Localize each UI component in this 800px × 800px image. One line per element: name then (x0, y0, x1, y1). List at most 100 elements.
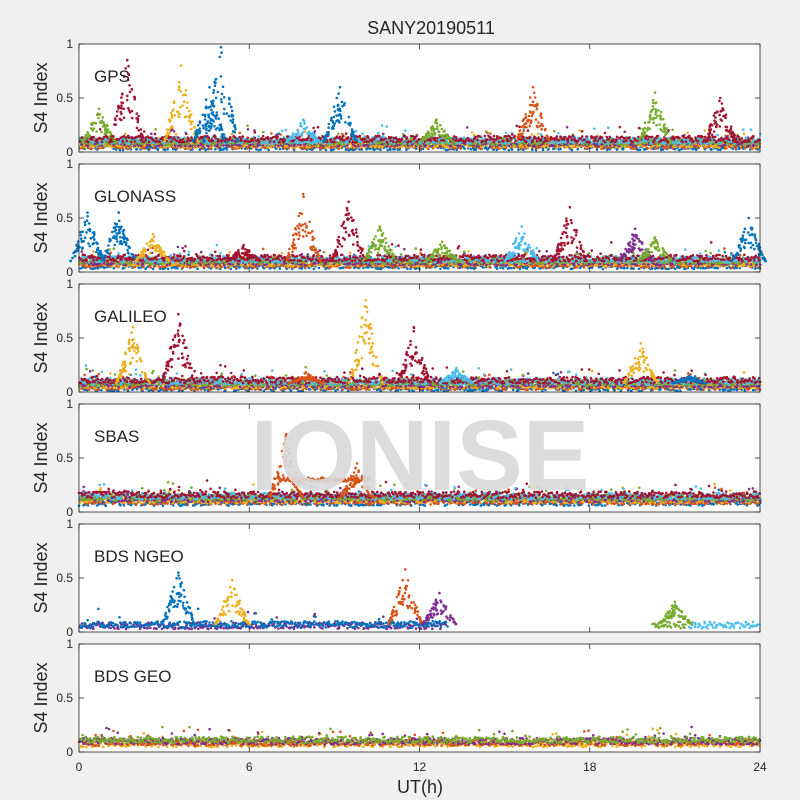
burst-point (165, 128, 169, 131)
data-point (279, 133, 283, 136)
burst-point (136, 117, 140, 120)
data-point (147, 140, 151, 144)
data-point (143, 147, 146, 150)
data-point (543, 136, 547, 140)
burst-point (532, 91, 536, 95)
burst-point (142, 140, 146, 144)
data-point (414, 136, 417, 140)
burst-point (122, 107, 125, 111)
data-point (540, 135, 544, 138)
burst-point (201, 124, 205, 127)
data-point (642, 137, 645, 141)
data-point (207, 136, 211, 139)
burst-point (97, 116, 100, 120)
burst-point (91, 121, 94, 125)
data-point (742, 128, 745, 131)
data-point (311, 141, 315, 145)
burst-point (222, 137, 225, 140)
data-point (257, 138, 260, 141)
burst-point (440, 127, 444, 131)
data-point (316, 125, 320, 129)
data-point (748, 140, 751, 143)
burst-point (173, 113, 176, 117)
burst-point (212, 89, 216, 92)
data-point (429, 139, 433, 143)
data-point (685, 145, 688, 149)
data-point (96, 147, 100, 150)
burst-point (335, 96, 339, 100)
data-point (711, 135, 715, 139)
data-point (446, 145, 449, 148)
data-point (137, 140, 141, 144)
data-point (405, 137, 408, 140)
data-point (535, 139, 539, 143)
burst-point (170, 114, 174, 117)
data-point (556, 146, 559, 149)
burst-point (353, 136, 357, 139)
data-point (605, 135, 609, 139)
data-point (451, 143, 454, 146)
burst-point (425, 133, 429, 137)
data-point (325, 140, 329, 144)
burst-point (431, 134, 434, 138)
burst-point (311, 136, 315, 139)
data-point (337, 132, 340, 136)
data-point (555, 141, 559, 145)
data-point (559, 147, 562, 151)
burst-point (222, 133, 226, 136)
burst-point (303, 122, 306, 125)
data-point (268, 140, 272, 143)
burst-point (189, 127, 193, 131)
data-point (121, 139, 124, 143)
data-point (607, 142, 610, 145)
burst-point (190, 123, 193, 126)
data-point (597, 142, 601, 145)
burst-point (427, 131, 430, 134)
burst-point (88, 134, 92, 137)
data-point (158, 140, 161, 143)
data-point (278, 147, 282, 151)
data-point (484, 130, 488, 133)
data-point (599, 145, 603, 149)
burst-point (91, 129, 94, 132)
data-point (555, 135, 559, 138)
data-point (454, 135, 458, 139)
data-point (752, 135, 755, 138)
burst-point (219, 75, 223, 78)
data-point (745, 144, 749, 148)
burst-point (135, 126, 139, 130)
data-point (213, 142, 216, 146)
data-point (531, 139, 535, 142)
data-point (86, 144, 90, 147)
burst-point (207, 115, 211, 119)
data-point (398, 146, 402, 150)
data-point (743, 146, 747, 149)
data-point (709, 142, 713, 145)
data-point (492, 140, 496, 143)
data-point (489, 132, 492, 135)
data-point (385, 125, 389, 128)
data-point (183, 140, 186, 144)
data-point (481, 145, 484, 148)
data-point (473, 133, 476, 137)
burst-point (518, 129, 521, 133)
data-point (105, 143, 109, 146)
burst-point (524, 116, 527, 119)
data-point (703, 129, 707, 132)
burst-point (525, 126, 528, 129)
data-point (509, 138, 513, 141)
data-point (276, 135, 280, 138)
data-point (142, 130, 146, 133)
burst-point (106, 128, 110, 131)
burst-point (297, 131, 300, 135)
burst-point (103, 129, 107, 132)
data-point (100, 140, 104, 144)
burst-point (338, 107, 342, 110)
burst-point (524, 113, 527, 116)
data-point (358, 134, 362, 138)
burst-point (169, 119, 172, 122)
data-point (257, 141, 261, 144)
data-point (292, 144, 296, 148)
burst-peak (435, 118, 438, 121)
burst-point (313, 134, 317, 137)
